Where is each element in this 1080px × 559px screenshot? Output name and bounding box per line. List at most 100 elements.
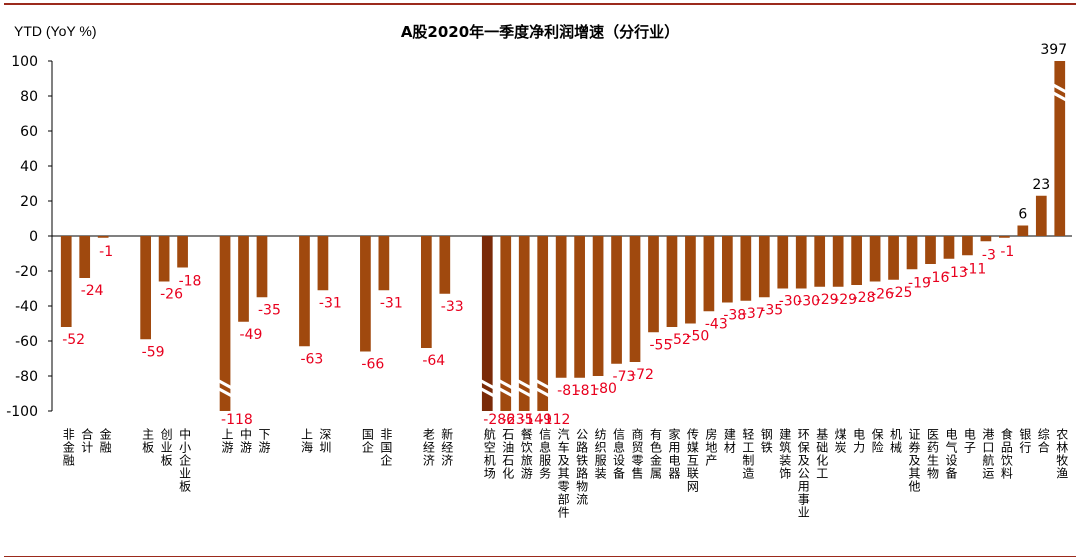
bar xyxy=(962,236,973,256)
bar xyxy=(79,236,91,278)
bar xyxy=(439,236,451,294)
bar-value-label: -35 xyxy=(258,302,281,318)
bar xyxy=(999,236,1010,238)
y-tick-label: -100 xyxy=(6,404,38,420)
bar-value-label: -50 xyxy=(686,329,709,345)
bar-value-label: -1 xyxy=(99,244,113,260)
category-label: 下游 xyxy=(257,428,271,454)
bar xyxy=(740,236,752,301)
category-label: 基础化工 xyxy=(815,428,829,480)
bar xyxy=(814,236,826,287)
category-label: 信息设备 xyxy=(612,428,626,480)
category-label: 环保及公用事业 xyxy=(796,428,810,519)
bar-value-label: 23 xyxy=(1032,177,1050,193)
category-label: 综合 xyxy=(1036,428,1050,454)
bar-value-label: 397 xyxy=(1040,42,1067,58)
category-label: 上海 xyxy=(299,428,313,454)
bar xyxy=(851,236,862,285)
bar-value-label: -25 xyxy=(890,285,913,301)
bar xyxy=(795,236,807,289)
category-label: 公路铁路物流 xyxy=(575,428,589,506)
category-label: 深圳 xyxy=(318,428,332,454)
bar xyxy=(238,236,249,322)
category-label: 航空机场 xyxy=(482,427,496,480)
bar-value-label: -29 xyxy=(816,292,839,308)
bar xyxy=(666,236,678,327)
axis-break-mark xyxy=(534,386,551,398)
bar-value-label: 6 xyxy=(1018,207,1027,223)
category-label: 钢铁 xyxy=(759,428,773,454)
bar-value-label: -13 xyxy=(945,265,968,281)
bar-value-label: -55 xyxy=(649,337,672,353)
bar xyxy=(1035,195,1047,236)
category-label: 银行 xyxy=(1018,428,1032,454)
category-label: 医药生物 xyxy=(925,428,939,480)
bar-value-label: -37 xyxy=(742,306,765,322)
bar-value-label: -81 xyxy=(557,383,580,399)
category-label: 家用电器 xyxy=(667,427,681,480)
y-tick-label: 20 xyxy=(20,194,38,210)
bar-value-label: -49 xyxy=(240,327,263,343)
category-label: 合计 xyxy=(80,427,94,454)
bar xyxy=(140,236,151,340)
bar-value-label: -31 xyxy=(319,295,342,311)
bar xyxy=(518,236,530,411)
bar-value-label: -112 xyxy=(539,412,571,428)
bar-value-label: -59 xyxy=(142,344,165,360)
bar xyxy=(703,236,715,312)
category-label: 纺织服装 xyxy=(593,428,607,480)
category-label: 信息服务 xyxy=(538,428,552,480)
axis-break-mark xyxy=(1051,83,1068,94)
y-tick-label: 100 xyxy=(11,54,38,70)
axis-break-mark xyxy=(479,386,496,398)
bar xyxy=(97,236,109,238)
category-label: 食品饮料 xyxy=(999,427,1013,480)
y-tick-label: 0 xyxy=(29,229,38,245)
category-label: 电气设备 xyxy=(944,428,958,480)
category-label: 中小企业板 xyxy=(178,427,192,493)
bar xyxy=(980,236,992,242)
bar-value-label: -18 xyxy=(179,274,202,290)
bar-value-label: -19 xyxy=(908,275,931,291)
category-label: 轻工制造 xyxy=(741,428,755,480)
bar-value-label: -286 xyxy=(483,412,515,428)
y-tick-label: -20 xyxy=(15,264,38,280)
bar-value-label: -73 xyxy=(613,369,636,385)
bar-value-label: -52 xyxy=(668,332,691,348)
bar-value-label: -149 xyxy=(520,412,552,428)
axis-break-mark xyxy=(216,378,234,390)
y-tick-label: 80 xyxy=(20,89,38,105)
axis-break-mark xyxy=(497,386,514,398)
bar-value-label: -118 xyxy=(221,412,253,428)
axis-break-mark xyxy=(479,378,496,390)
axis-break-mark xyxy=(1051,91,1068,102)
bar-value-label: -64 xyxy=(422,353,445,369)
category-label: 建材 xyxy=(722,428,736,454)
y-tick-label: 60 xyxy=(20,124,38,140)
bar-value-label: -26 xyxy=(160,287,183,303)
category-label: 机械 xyxy=(889,428,903,454)
bar xyxy=(317,236,329,291)
category-label: 商贸零售 xyxy=(630,427,644,480)
bar-value-label: -43 xyxy=(705,316,728,332)
bar-value-label: -28 xyxy=(853,290,876,306)
bar xyxy=(158,236,170,282)
bar-value-label: -235 xyxy=(502,412,534,428)
category-label: 中游 xyxy=(239,427,253,454)
category-label: 老经济 xyxy=(421,428,435,467)
bar xyxy=(611,236,622,364)
bar-value-label: -1 xyxy=(1000,244,1014,260)
y-tick-label: -60 xyxy=(15,334,38,350)
category-label: 汽车及其零部件 xyxy=(556,427,570,519)
bar-value-label: -26 xyxy=(871,287,894,303)
bar xyxy=(777,236,789,289)
category-label: 煤炭 xyxy=(833,428,847,454)
bar-value-label: -16 xyxy=(926,270,949,286)
bar-value-label: -29 xyxy=(834,292,857,308)
bar-value-label: -24 xyxy=(81,283,104,299)
category-label: 餐饮旅游 xyxy=(519,427,533,480)
bar xyxy=(925,236,936,264)
bar xyxy=(219,236,231,411)
